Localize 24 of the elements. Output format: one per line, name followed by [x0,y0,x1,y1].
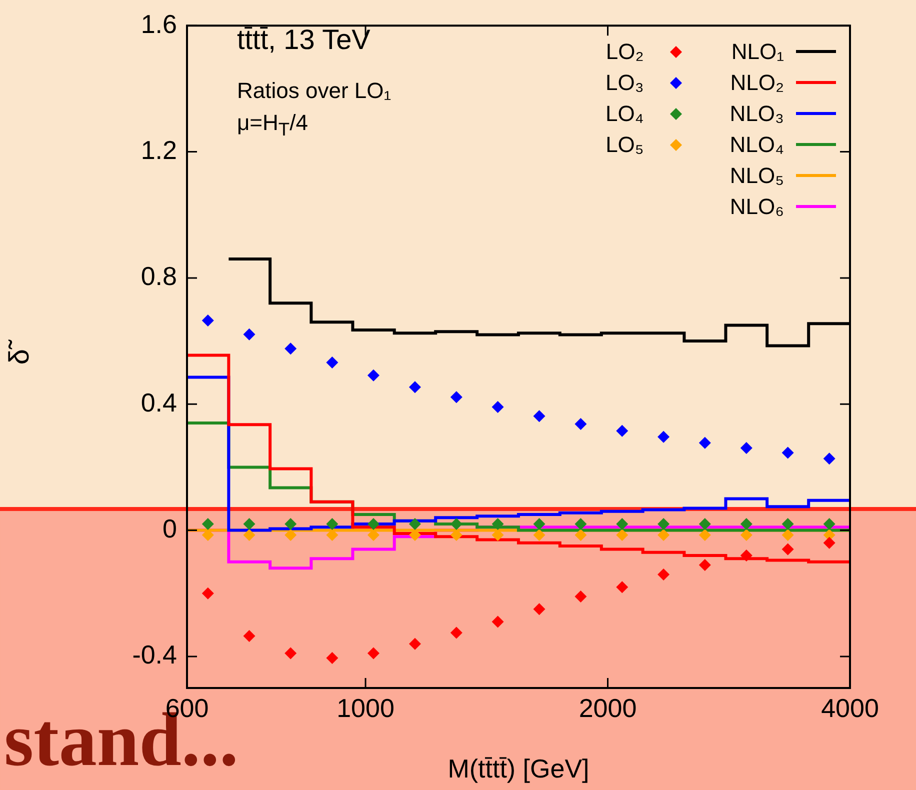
y-tick-label: -0.4 [132,640,177,670]
y-axis-title: δ̃ [4,339,35,365]
y-tick-label: 1.2 [140,134,177,165]
legend-label: LO₅ [606,132,644,158]
y-tick-label: 0.8 [140,261,177,292]
x-tick-label: 4000 [821,692,879,723]
y-tick-label: 0 [162,513,177,544]
legend-label: NLO₂ [730,70,784,96]
legend-label: NLO₆ [730,194,784,220]
legend-label: NLO₅ [730,162,784,188]
x-tick-label: 2000 [578,692,637,723]
annotation: Ratios over LO₁ [237,78,392,104]
y-tick-label: 1.6 [140,8,177,39]
legend-label: NLO₃ [730,100,784,126]
legend-label: NLO₁ [731,38,784,64]
annotation: tt̄tt̄, 13 TeV [237,24,370,56]
x-axis-title: M(tt̄tt̄) [GeV] [448,754,590,784]
y-tick-label: 0.4 [140,387,177,418]
legend-label: LO₄ [605,100,644,126]
legend-label: NLO₄ [730,132,784,158]
x-tick-label: 1000 [336,692,394,723]
legend-label: LO₂ [606,38,644,64]
legend-label: LO₃ [605,70,644,96]
annotation: μ=H$_{T}$/4 [237,110,308,140]
